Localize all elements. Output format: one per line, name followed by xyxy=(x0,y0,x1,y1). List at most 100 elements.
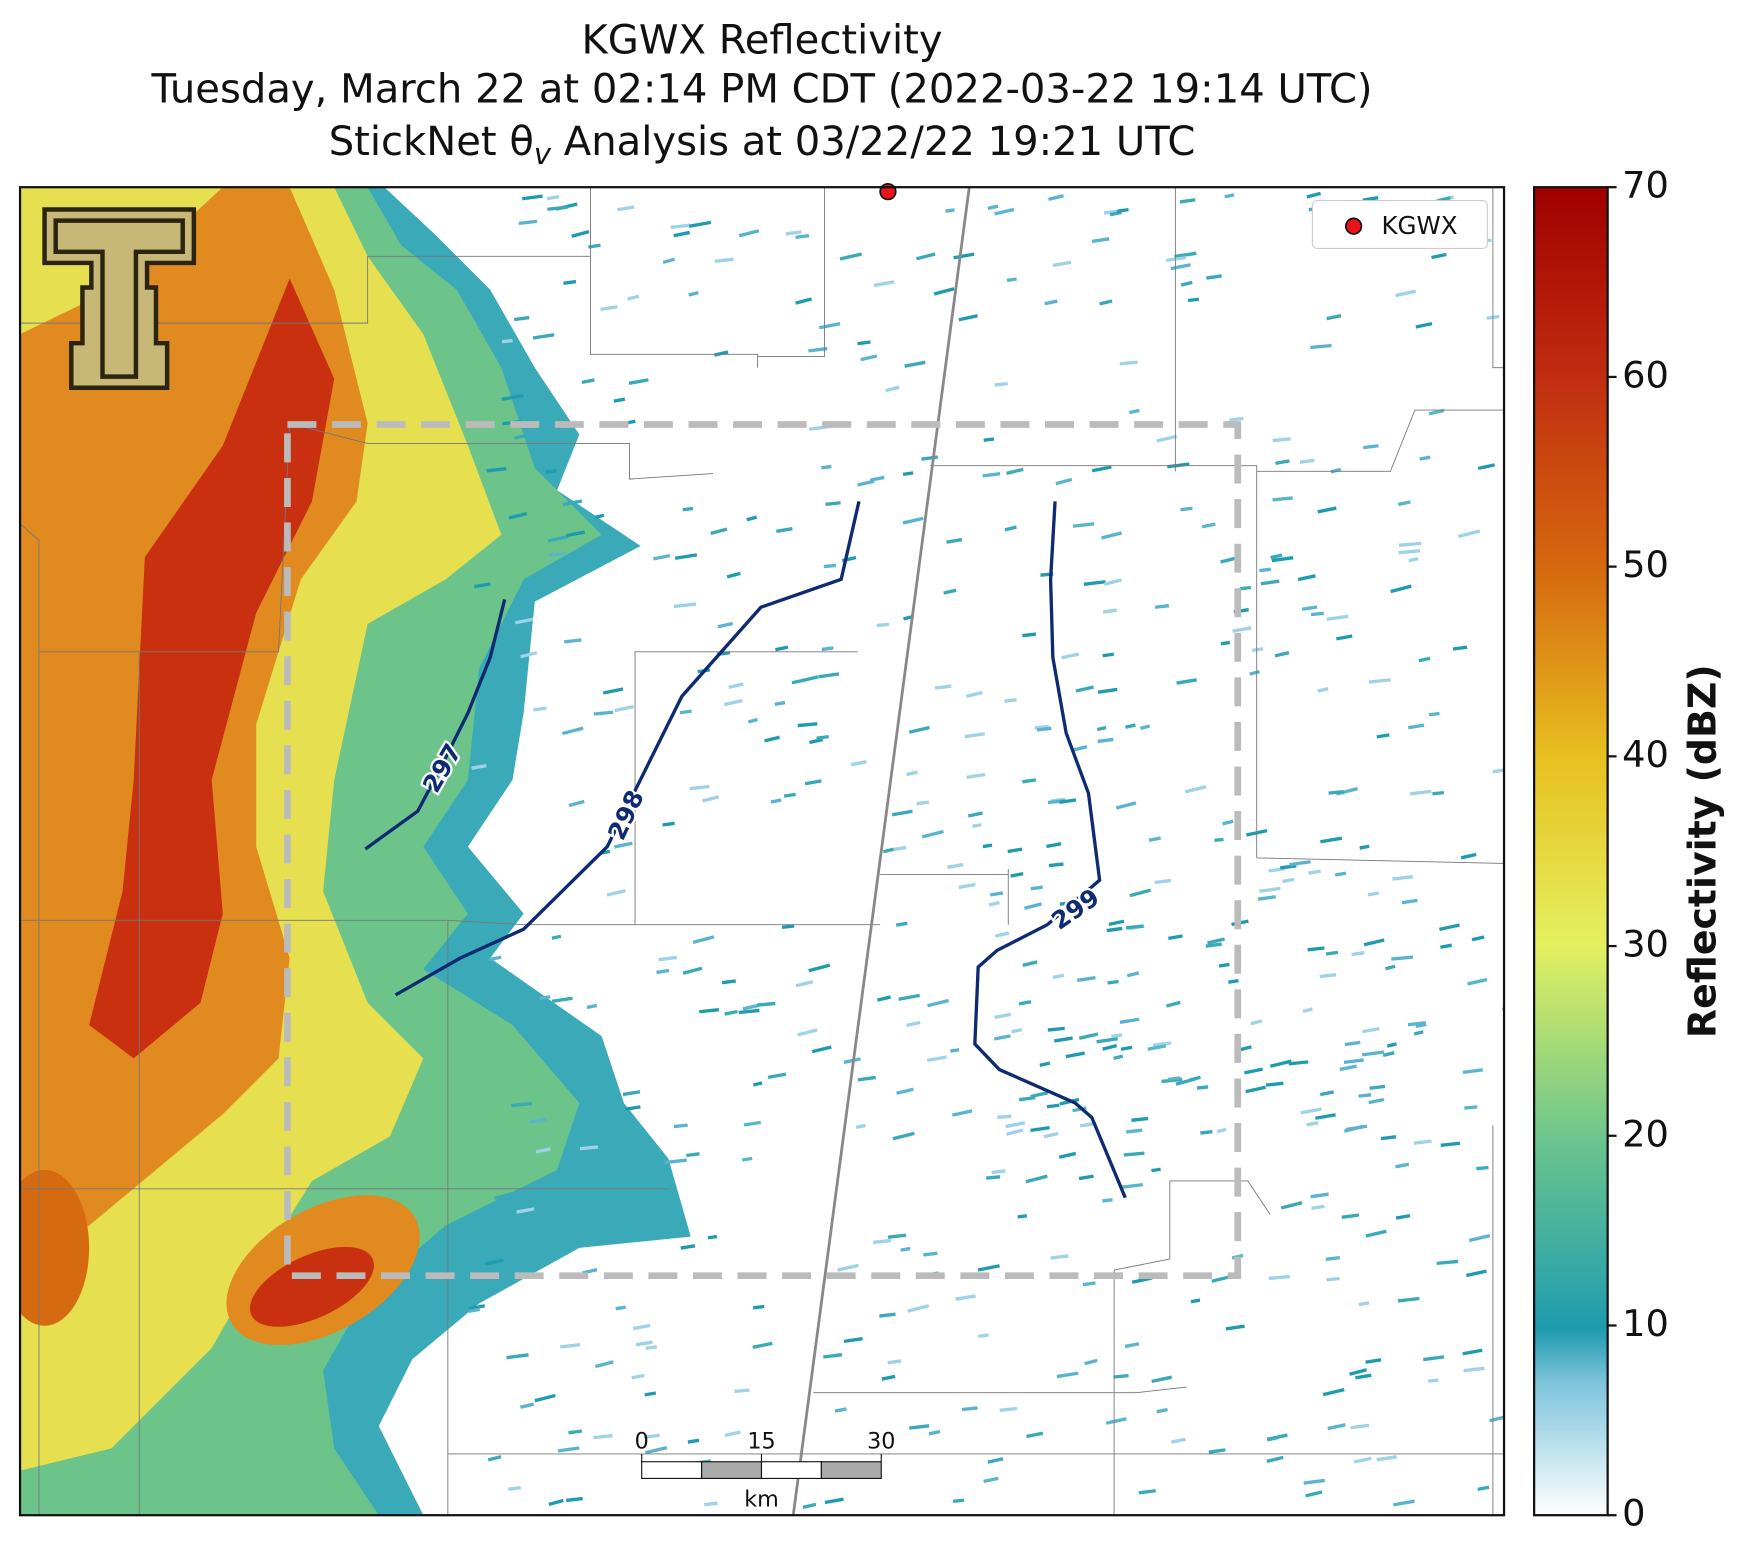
speckle xyxy=(1200,1130,1213,1135)
speckle xyxy=(1401,898,1418,905)
speckle xyxy=(738,1008,760,1015)
speckle xyxy=(977,1264,1000,1272)
speckle xyxy=(983,1476,999,1484)
speckle xyxy=(775,645,789,652)
speckle xyxy=(557,1446,580,1453)
speckle xyxy=(1079,1122,1094,1128)
speckle xyxy=(1320,836,1343,844)
speckle xyxy=(600,849,611,855)
speckle xyxy=(873,1238,892,1245)
speckle xyxy=(961,1406,978,1412)
speckle xyxy=(594,1360,614,1369)
speckle xyxy=(631,1373,645,1380)
speckle xyxy=(857,479,875,487)
analysis-suffix: Analysis at 03/22/22 19:21 UTC xyxy=(551,119,1195,165)
speckle xyxy=(823,563,837,569)
speckle xyxy=(1266,1433,1288,1441)
colorbar xyxy=(1533,186,1609,1517)
speckle xyxy=(774,700,786,707)
speckle xyxy=(1477,1485,1490,1492)
speckle xyxy=(1245,1085,1266,1094)
colorbar-tick-label: 10 xyxy=(1622,1302,1669,1345)
speckle xyxy=(1300,1107,1322,1115)
speckle xyxy=(1072,522,1095,528)
speckle xyxy=(679,709,692,715)
speckle xyxy=(987,204,999,210)
speckle xyxy=(1413,1030,1424,1036)
speckle xyxy=(965,690,983,698)
speckle xyxy=(1058,1151,1077,1159)
speckle xyxy=(1022,778,1037,784)
speckle xyxy=(1259,886,1281,893)
speckle xyxy=(1317,686,1329,693)
speckle xyxy=(741,1156,753,1162)
speckle xyxy=(900,1246,911,1252)
speckle xyxy=(1097,737,1114,744)
speckle xyxy=(1476,1165,1489,1171)
speckle xyxy=(1358,1301,1370,1307)
speckle xyxy=(645,1345,658,1351)
speckle xyxy=(907,1304,930,1313)
speckle xyxy=(1436,1259,1459,1266)
speckle xyxy=(520,1402,535,1409)
title: KGWX Reflectivity xyxy=(581,18,942,64)
speckle xyxy=(1156,434,1178,443)
speckle xyxy=(1184,784,1207,794)
speckle xyxy=(1275,459,1290,466)
speckle xyxy=(1022,632,1037,638)
speckle xyxy=(1307,946,1325,952)
speckle xyxy=(987,1457,1004,1464)
speckle xyxy=(486,467,507,473)
speckle xyxy=(1208,1448,1226,1454)
speckle xyxy=(767,1072,787,1080)
speckle xyxy=(1224,193,1235,199)
speckle xyxy=(1343,1124,1364,1133)
speckle xyxy=(927,998,950,1008)
speckle xyxy=(635,1340,653,1347)
speckle xyxy=(1268,1274,1291,1281)
speckle xyxy=(656,968,670,975)
speckle xyxy=(1156,1407,1168,1414)
speckle xyxy=(1334,871,1347,877)
speckle xyxy=(1239,585,1252,591)
speckle xyxy=(1048,862,1064,868)
speckle xyxy=(1139,724,1151,731)
speckle xyxy=(1457,529,1481,539)
speckle xyxy=(1097,687,1118,694)
speckle xyxy=(1317,506,1337,514)
speckle xyxy=(1336,634,1353,641)
speckle xyxy=(1365,1229,1387,1238)
analysis-subscript: v xyxy=(534,137,552,171)
speckle xyxy=(539,995,551,1001)
speckle xyxy=(1289,860,1311,867)
speckle xyxy=(802,1502,817,1510)
speckle xyxy=(710,527,728,535)
speckle xyxy=(746,515,758,522)
speckle xyxy=(579,1145,599,1151)
speckle xyxy=(723,698,743,707)
speckle xyxy=(1319,1090,1335,1097)
speckle xyxy=(547,205,568,211)
speckle xyxy=(1154,604,1170,609)
speckle xyxy=(1125,924,1144,930)
speckle xyxy=(1464,1105,1478,1110)
clutter xyxy=(468,191,1505,1510)
speckle xyxy=(1452,645,1468,651)
speckle xyxy=(1056,1371,1079,1379)
speckle xyxy=(713,350,729,357)
speckle xyxy=(1399,541,1422,548)
speckle xyxy=(791,678,805,685)
speckle xyxy=(1392,875,1413,881)
speckle xyxy=(1363,938,1385,947)
speckle xyxy=(904,360,926,368)
speckle xyxy=(988,900,1000,907)
speckle xyxy=(1005,1121,1026,1129)
speckle xyxy=(997,1114,1012,1120)
speckle xyxy=(1266,1455,1284,1463)
speckle xyxy=(1251,647,1264,653)
speckle xyxy=(1083,580,1106,586)
scale-bar: 0 15 30 km xyxy=(635,1428,896,1512)
speckle xyxy=(1232,626,1252,633)
